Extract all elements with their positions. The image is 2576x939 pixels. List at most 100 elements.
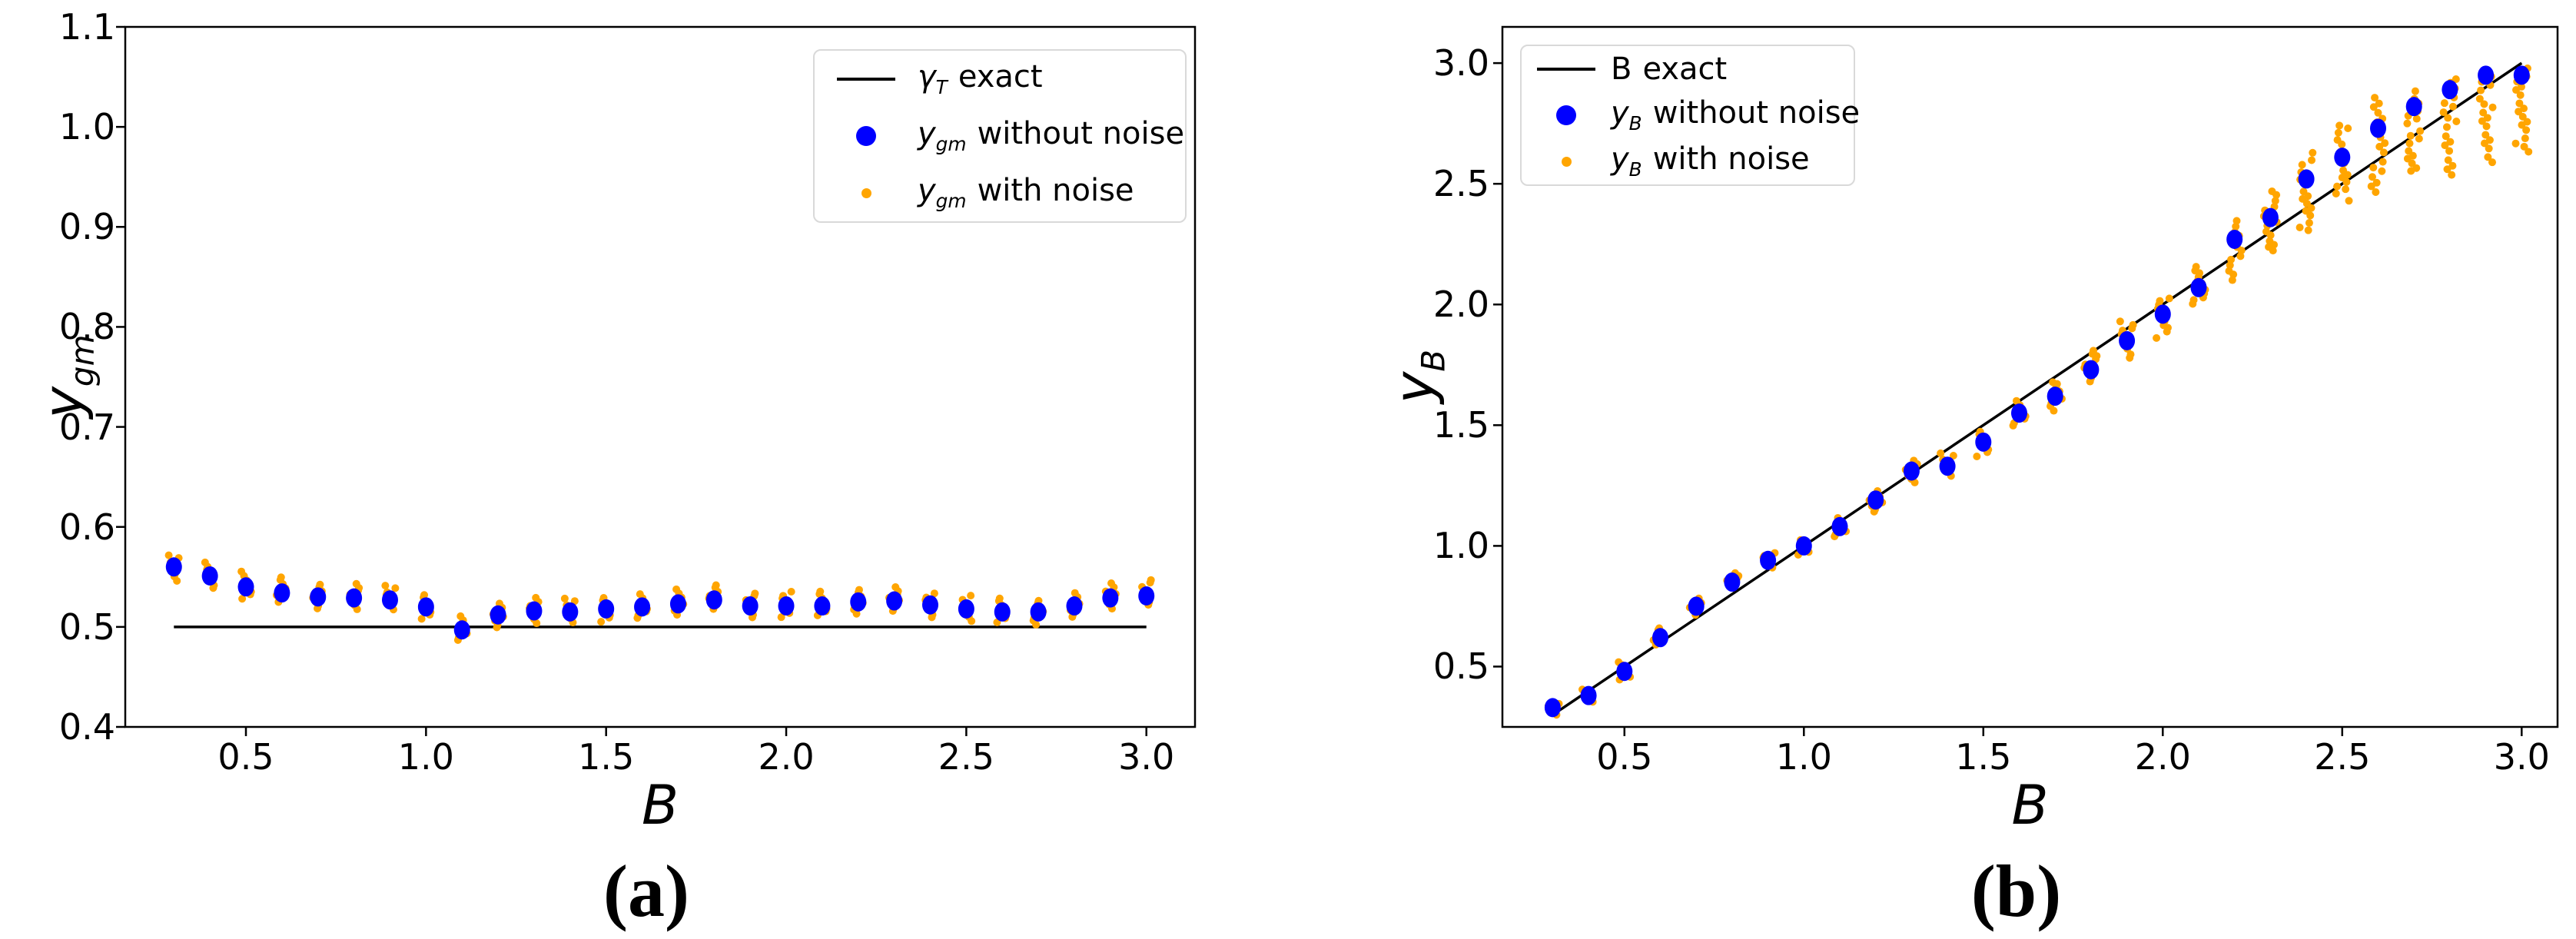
noise-point-b (2237, 246, 2246, 254)
noise-point-b (2156, 297, 2164, 305)
noise-point-b (2448, 161, 2457, 170)
noise-point-b (2189, 296, 2198, 304)
legend-entry: yB without noise (1522, 92, 1860, 138)
noise-point-b (2192, 263, 2200, 271)
data-point-b (1688, 596, 1705, 616)
noise-point-b (2298, 161, 2306, 169)
noise-point-b (2304, 192, 2312, 201)
legend-label: ygm without noise (918, 115, 1185, 155)
noise-point-b (2305, 219, 2313, 227)
noise-point-b (2452, 75, 2460, 84)
noise-point-b (2440, 99, 2448, 108)
data-point-b (1544, 698, 1561, 718)
noise-point-a (751, 589, 759, 598)
noise-point-b (2371, 94, 2379, 102)
x-tick-label-a: 2.5 (938, 736, 994, 778)
noise-point-b (2342, 185, 2350, 194)
noise-point-a (855, 586, 863, 594)
x-tick-label-a: 1.5 (578, 736, 635, 778)
data-point-a (742, 596, 759, 616)
noise-point-b (2485, 144, 2493, 153)
noise-point-b (2442, 132, 2450, 141)
noise-point-b (2378, 167, 2386, 175)
noise-point-b (1910, 478, 1919, 486)
data-point-a (526, 601, 543, 621)
line-swatch (1537, 68, 1595, 71)
legend-entry: γT exact (815, 51, 1185, 108)
noise-point-b (2163, 324, 2172, 332)
noise-point-b (2126, 350, 2135, 359)
noise-point-b (2444, 156, 2452, 164)
data-point-a (598, 599, 615, 619)
x-tick-label-a: 3.0 (1118, 736, 1175, 778)
noise-point-b (2518, 112, 2527, 121)
data-point-b (2226, 229, 2243, 249)
data-point-b (1939, 456, 1956, 476)
noise-point-a (967, 592, 975, 600)
noise-point-b (2345, 197, 2353, 205)
data-point-b (2154, 304, 2171, 324)
data-point-a (381, 590, 398, 610)
x-tick-label-b: 1.5 (1955, 736, 2012, 778)
noise-point-b (2369, 164, 2378, 172)
noise-point-b (2485, 136, 2494, 144)
data-point-b (2513, 65, 2530, 85)
data-point-a (1030, 602, 1047, 622)
y-tick-label-a: 0.7 (58, 406, 115, 448)
dot-large-icon (1556, 105, 1576, 125)
noise-point-b (2338, 140, 2346, 148)
data-point-a (1138, 586, 1155, 606)
noise-point-b (2379, 148, 2388, 157)
noise-point-b (2517, 82, 2525, 91)
noise-point-b (2372, 178, 2381, 187)
noise-point-b (2306, 211, 2315, 220)
data-point-b (2334, 148, 2351, 168)
noise-point-b (2446, 138, 2455, 146)
legend-dot-swatch (815, 187, 918, 198)
y-tick-label-a: 0.5 (58, 606, 115, 648)
noise-point-b (2116, 317, 2124, 326)
noise-point-b (2444, 114, 2452, 122)
noise-point-b (2378, 158, 2387, 166)
data-point-b (1795, 536, 1812, 556)
x-tick-label-a: 2.0 (758, 736, 815, 778)
data-point-b (1867, 490, 1884, 510)
dot-small-icon (861, 187, 871, 198)
noise-point-b (2236, 252, 2245, 260)
data-point-b (2369, 118, 2386, 138)
noise-point-b (2415, 134, 2423, 143)
noise-point-b (2488, 103, 2497, 111)
x-tick-label-b: 3.0 (2493, 736, 2550, 778)
data-point-a (490, 605, 506, 625)
data-point-a (562, 602, 579, 622)
data-point-b (1975, 432, 1992, 452)
data-point-b (2083, 360, 2100, 380)
noise-point-b (2516, 91, 2525, 99)
noise-point-b (2381, 139, 2389, 148)
noise-point-a (1147, 576, 1155, 584)
y-tick-label-a: 0.4 (58, 706, 115, 748)
noise-point-b (2308, 156, 2316, 164)
data-point-a (417, 597, 434, 617)
noise-point-b (2272, 191, 2281, 199)
x-tick-label-b: 0.5 (1596, 736, 1653, 778)
noise-point-b (2483, 114, 2491, 122)
legend-label: yB without noise (1611, 95, 1861, 134)
data-point-a (922, 595, 939, 615)
x-axis-label-a: B (641, 774, 679, 837)
y-tick-label-a: 0.9 (58, 206, 115, 248)
noise-point-b (2412, 164, 2421, 172)
data-point-a (453, 620, 470, 640)
legend-entry: ygm without noise (815, 108, 1185, 164)
data-point-a (958, 599, 974, 619)
noise-point-b (2372, 187, 2380, 196)
noise-point-b (2448, 102, 2457, 111)
legend-dot-swatch (1522, 105, 1611, 125)
y-tick-label-a: 1.1 (58, 6, 115, 48)
noise-point-b (2511, 139, 2520, 148)
noise-point-a (391, 584, 400, 592)
noise-point-b (2309, 148, 2317, 157)
noise-point-a (968, 617, 976, 625)
data-point-a (201, 566, 218, 586)
